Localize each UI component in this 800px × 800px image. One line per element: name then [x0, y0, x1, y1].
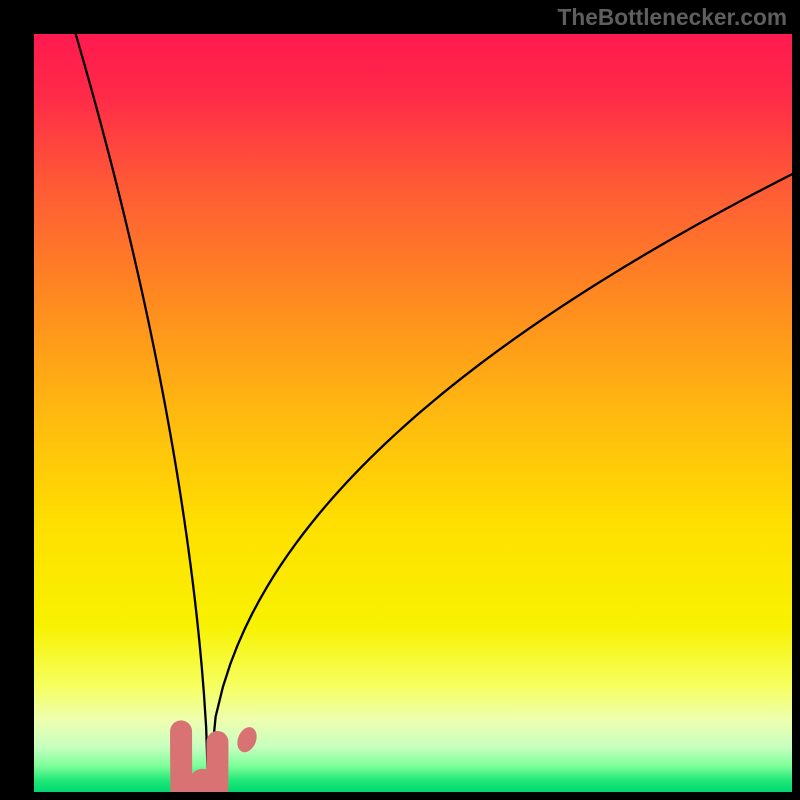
watermark: TheBottlenecker.com	[558, 4, 787, 31]
chart-svg	[0, 0, 800, 800]
highlight-u	[181, 731, 217, 800]
highlight-dot	[234, 724, 260, 755]
right-curve	[208, 174, 792, 792]
left-curve	[76, 34, 209, 792]
